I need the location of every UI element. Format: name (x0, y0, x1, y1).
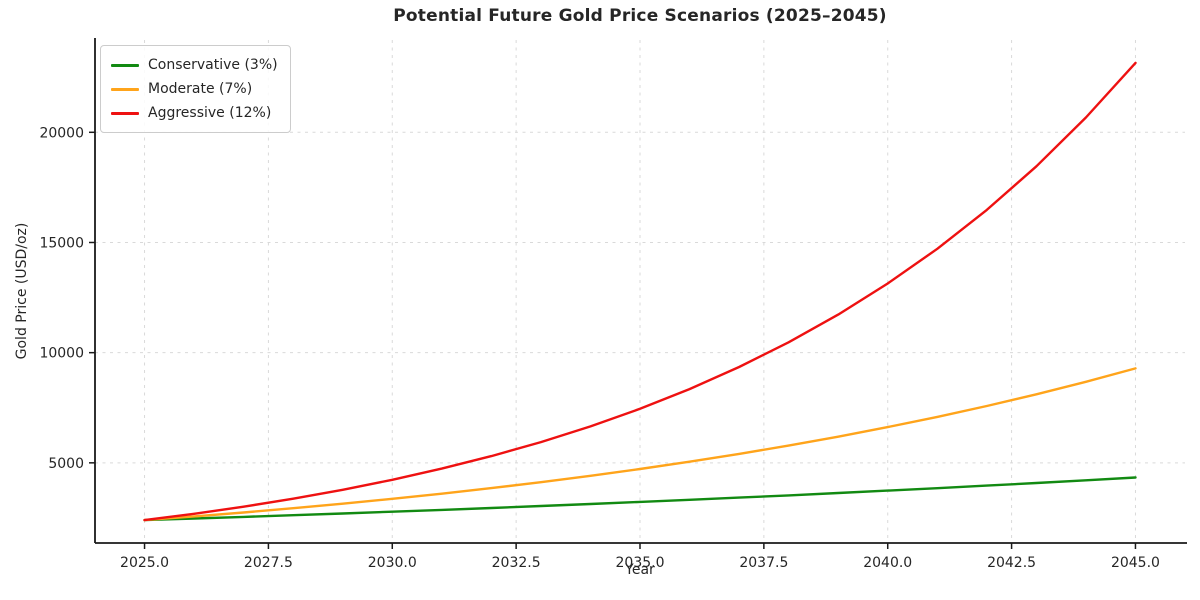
series-line-2 (143, 61, 1137, 522)
x-tick-label: 2032.5 (492, 555, 541, 571)
y-tick-label: 15000 (39, 235, 84, 251)
legend-item-moderate: Moderate (7%) (111, 77, 278, 101)
legend-label-aggressive: Aggressive (12%) (148, 105, 272, 121)
series-line-1 (143, 367, 1137, 522)
x-tick-label: 2040.0 (863, 555, 912, 571)
y-tick-label: 10000 (39, 346, 84, 362)
x-tick-label: 2045.0 (1111, 555, 1160, 571)
legend-item-aggressive: Aggressive (12%) (111, 101, 278, 125)
legend: Conservative (3%) Moderate (7%) Aggressi… (100, 45, 291, 133)
legend-line-swatch-moderate (111, 87, 139, 91)
legend-label-moderate: Moderate (7%) (148, 81, 253, 97)
legend-line-swatch-aggressive (111, 111, 139, 115)
y-tick-label: 20000 (39, 125, 84, 141)
x-tick-label: 2025.0 (120, 555, 169, 571)
x-tick-label: 2035.0 (616, 555, 665, 571)
x-tick-label: 2030.0 (368, 555, 417, 571)
series-line-0 (143, 476, 1137, 522)
legend-label-conservative: Conservative (3%) (148, 57, 278, 73)
legend-item-conservative: Conservative (3%) (111, 53, 278, 77)
x-tick-label: 2042.5 (987, 555, 1036, 571)
x-tick-label: 2027.5 (244, 555, 293, 571)
y-axis-label: Gold Price (USD/oz) (14, 222, 30, 360)
x-tick-label: 2037.5 (739, 555, 788, 571)
legend-line-swatch-conservative (111, 63, 139, 67)
y-tick-label: 5000 (48, 456, 84, 472)
x-axis-label: Year (625, 562, 655, 578)
chart-title: Potential Future Gold Price Scenarios (2… (393, 6, 887, 26)
